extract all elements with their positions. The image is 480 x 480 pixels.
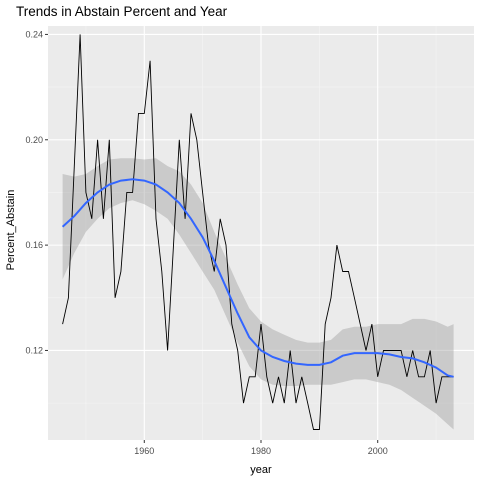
x-axis-label: year [250,464,272,476]
y-axis-label: Percent_Abstain [5,190,17,271]
x-tick-label: 2000 [368,446,388,456]
y-tick-label: 0.12 [25,345,43,355]
y-tick-label: 0.20 [25,135,43,145]
smooth-series [61,178,454,378]
x-tick-label: 1980 [251,446,271,456]
y-axis-ticks: 0.12 0.16 0.20 0.24 [25,29,48,355]
raw-series [62,34,454,430]
gridlines [48,26,474,440]
y-tick-label: 0.16 [25,240,43,250]
raw-line [62,34,454,430]
confidence-ribbon [62,158,454,430]
y-tick-label: 0.24 [25,29,43,39]
x-tick-label: 1960 [134,446,154,456]
confidence-band [62,158,454,430]
smooth-line [61,178,454,378]
chart-title: Trends in Abstain Percent and Year [16,4,228,19]
x-axis-ticks: 1960 1980 2000 [134,440,388,456]
